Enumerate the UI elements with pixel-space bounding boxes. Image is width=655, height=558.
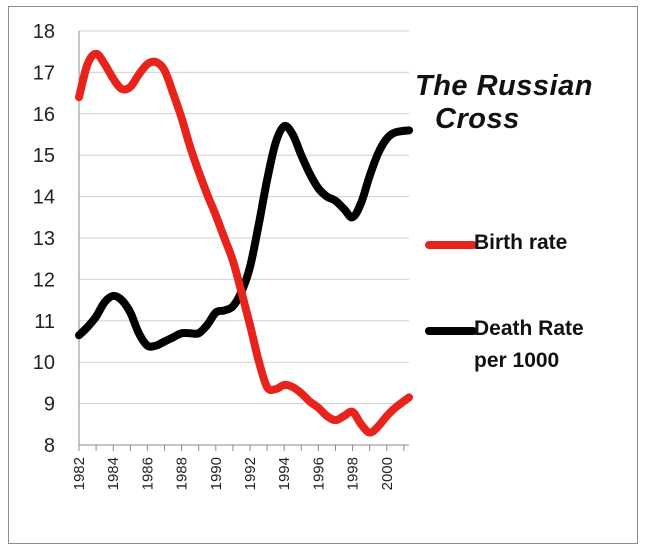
axes [78,31,409,451]
y-tick-label-13: 13 [33,228,55,250]
legend-label-death-rate: Death Rate per 1000 [474,313,624,377]
x-tick-label-2000: 2000 [379,457,396,490]
chart-title-line-2: Cross [435,103,520,135]
chart-frame [8,6,638,544]
x-tick-labels: 1982 1984 1986 1988 1990 1992 1994 1996 1998 2000 [71,457,396,490]
chart-title-line-1: The Russian [415,70,593,102]
x-tick-label-1986: 1986 [139,457,156,490]
y-tick-labels: 8 9 10 11 12 13 14 15 16 17 18 [33,21,55,457]
y-tick-label-8: 8 [44,435,55,457]
y-tick-label-9: 9 [44,394,55,416]
legend-swatch-death-rate [425,327,477,335]
grid-lines [79,30,409,446]
chart-title: The Russian Cross [415,70,635,136]
y-tick-label-18: 18 [33,21,55,43]
y-tick-label-10: 10 [33,352,55,374]
series-lines [75,49,413,437]
y-tick-label-14: 14 [33,187,55,209]
x-tick-label-1982: 1982 [71,457,88,490]
y-tick-label-11: 11 [34,311,55,333]
y-tick-label-16: 16 [33,104,55,126]
x-tick-label-1992: 1992 [242,457,259,490]
legend-swatch-birth-rate [425,241,477,249]
legend-label-death-rate-line-1: Death Rate [474,317,584,340]
x-tick-label-1996: 1996 [310,457,327,490]
x-tick-label-1994: 1994 [276,457,293,490]
legend-item-death-rate: Death Rate per 1000 [425,317,624,377]
x-tick-label-1998: 1998 [345,457,362,490]
y-tick-label-15: 15 [33,145,55,167]
x-tick-label-1990: 1990 [208,457,225,490]
legend-label-birth-rate: Birth rate [474,231,568,254]
y-tick-label-17: 17 [33,62,55,84]
x-tick-label-1988: 1988 [174,457,191,490]
series-line-birth-rate [75,49,413,437]
legend-label-death-rate-line-2: per 1000 [474,349,560,372]
y-tick-label-12: 12 [33,269,55,291]
legend-item-birth-rate: Birth rate [425,231,624,259]
x-tick-label-1984: 1984 [105,457,122,490]
